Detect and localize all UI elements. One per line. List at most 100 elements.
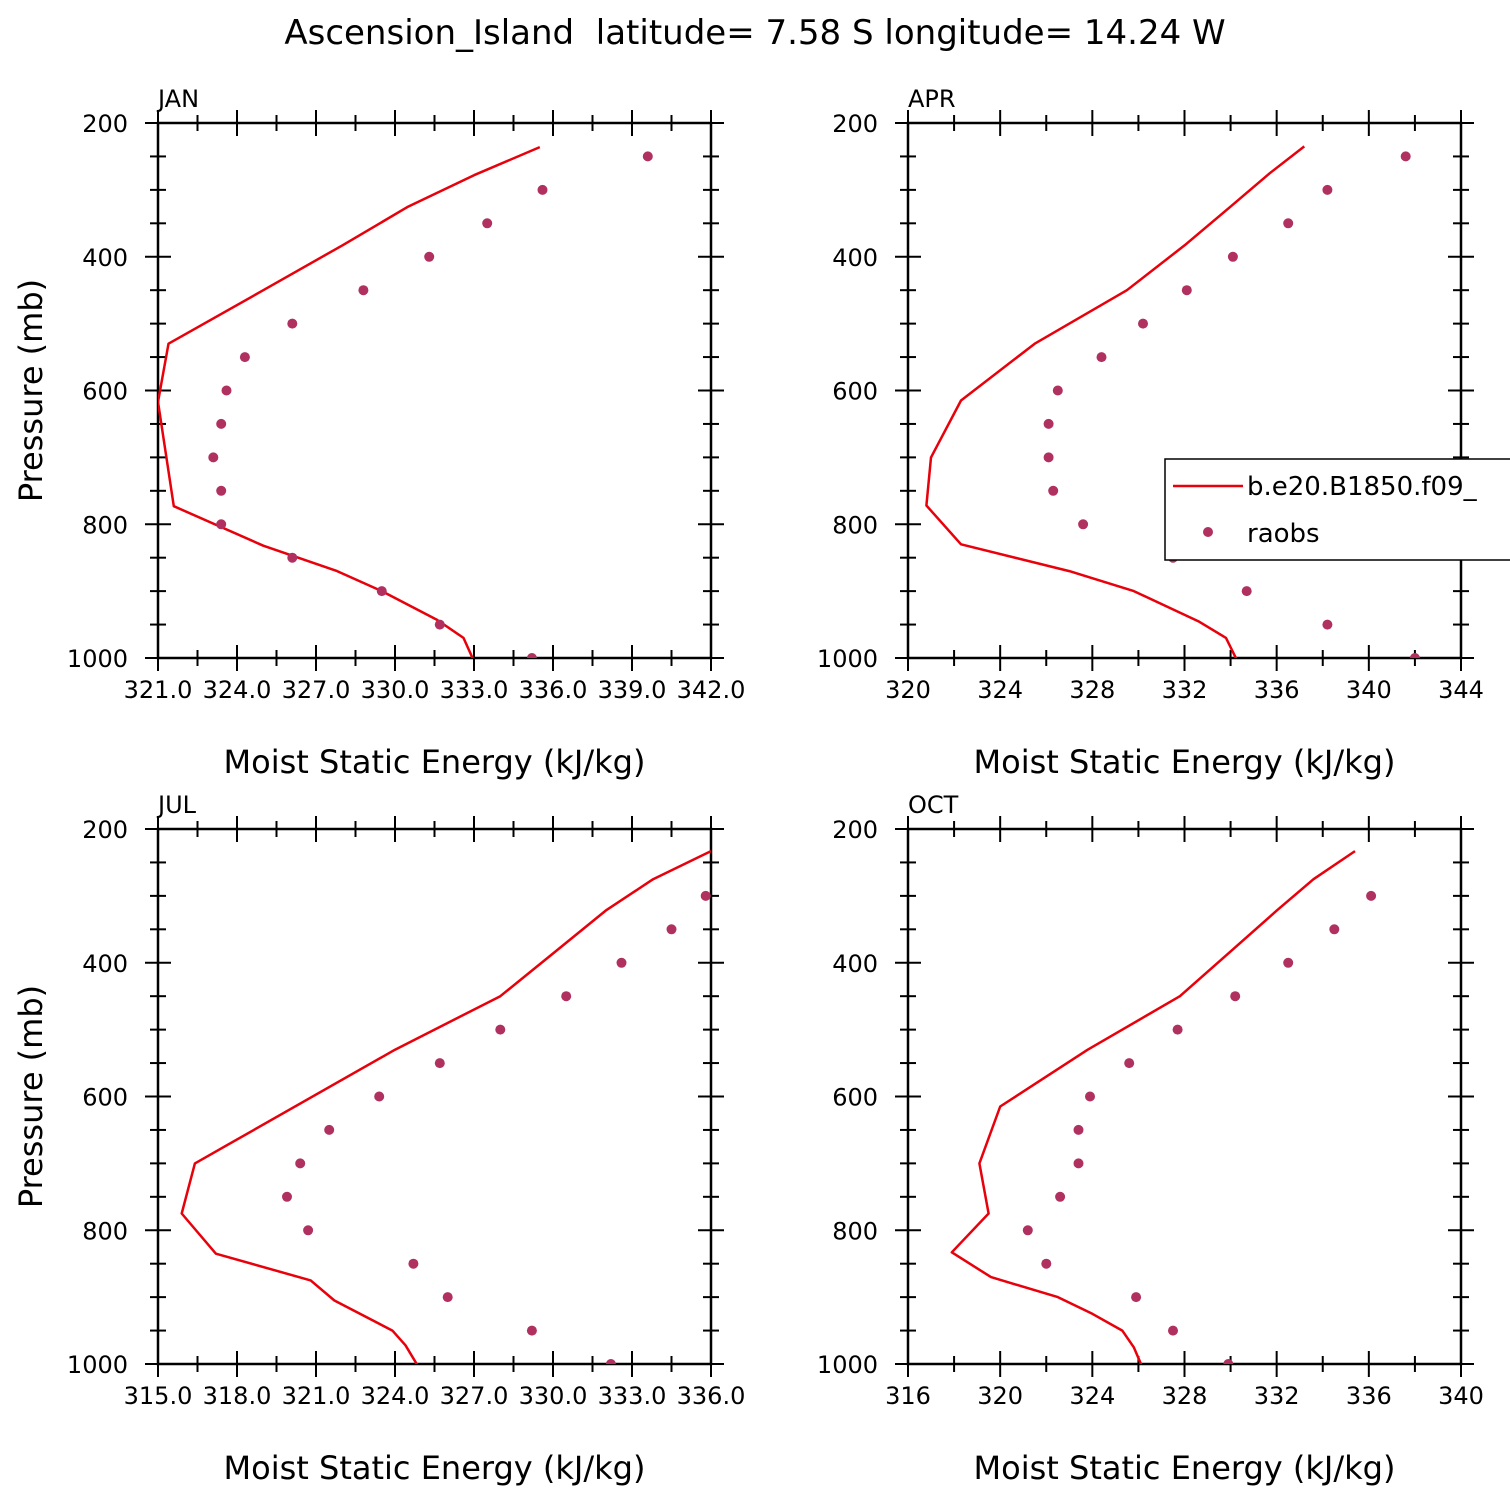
y-tick-label: 200 [82, 110, 128, 138]
y-tick-label: 600 [82, 378, 128, 406]
raobs-point [1041, 1258, 1052, 1269]
raobs-point [700, 890, 711, 901]
raobs-point [239, 352, 250, 363]
model-profile-line [180, 849, 711, 1364]
raobs-point [442, 1292, 453, 1303]
raobs-point [537, 184, 548, 195]
raobs-point [303, 1225, 314, 1236]
raobs-point [616, 957, 627, 968]
raobs-point [1230, 991, 1241, 1002]
raobs-point [1124, 1058, 1135, 1069]
x-tick-label: 344 [1438, 676, 1484, 704]
raobs-point [482, 218, 493, 229]
raobs-point [1073, 1158, 1084, 1169]
raobs-point [1366, 890, 1377, 901]
raobs-point [642, 151, 653, 162]
plot-data [950, 850, 1377, 1364]
x-tick-label: 330.0 [519, 1382, 588, 1410]
raobs-point [1085, 1091, 1095, 1102]
y-tick-label: 600 [832, 378, 878, 406]
raobs-point [1409, 653, 1420, 658]
legend-label-model: b.e20.B1850.f09_ [1247, 472, 1478, 502]
raobs-point [526, 653, 537, 658]
x-tick-label: 342.0 [677, 676, 746, 704]
x-tick-label: 316 [885, 1382, 931, 1410]
y-axis-label: Pressure (mb) [12, 985, 50, 1208]
raobs-point [1168, 1325, 1178, 1336]
x-tick-label: 340 [1346, 676, 1392, 704]
raobs-point [1055, 1191, 1066, 1202]
raobs-point [1322, 619, 1333, 630]
raobs-point [1073, 1124, 1084, 1135]
x-tick-label: 336 [1346, 1382, 1392, 1410]
raobs-point [1096, 352, 1107, 363]
panels: 321.0 324.0 327.0 330.0 333.0 336.0 339.0 342.0… [12, 85, 1484, 1487]
raobs-point [1078, 519, 1089, 530]
raobs-point [561, 991, 572, 1002]
x-tick-label: 320 [885, 676, 931, 704]
x-tick-label: 324.0 [361, 1382, 430, 1410]
x-tick-label: 340 [1438, 1382, 1484, 1410]
raobs-point [358, 285, 369, 296]
panel-jul: 315.0 318.0 321.0 324.0 327.0 330.0 333.0 336.0… [12, 791, 745, 1487]
x-tick-label: 324 [977, 676, 1023, 704]
x-tick-label: 321.0 [282, 1382, 351, 1410]
y-tick-label: 800 [832, 511, 878, 539]
raobs-point [216, 519, 227, 530]
panel-title: APR [908, 85, 956, 113]
x-tick-label: 328 [1069, 676, 1115, 704]
raobs-point [1227, 251, 1238, 262]
raobs-point [1043, 452, 1054, 463]
x-axis-label: Moist Static Energy (kJ/kg) [974, 743, 1396, 781]
raobs-point [1138, 318, 1148, 329]
raobs-point [1131, 1292, 1142, 1303]
raobs-point [221, 385, 232, 396]
raobs-point [666, 924, 677, 935]
legend: b.e20.B1850.f09_raobs [1164, 458, 1510, 561]
y-tick-label: 600 [82, 1084, 128, 1112]
raobs-point [495, 1024, 506, 1035]
x-tick-label: 320 [977, 1382, 1023, 1410]
plot-data [158, 145, 653, 658]
raobs-point [1241, 586, 1252, 597]
y-tick-label: 400 [832, 950, 878, 978]
y-tick-label: 600 [832, 1084, 878, 1112]
raobs-point [1172, 1024, 1183, 1035]
x-tick-label: 339.0 [598, 676, 667, 704]
raobs-point [287, 552, 298, 563]
plot-data [925, 145, 1420, 658]
x-axis-label: Moist Static Energy (kJ/kg) [974, 1449, 1396, 1487]
x-tick-label: 321.0 [124, 676, 193, 704]
raobs-point [216, 418, 227, 429]
raobs-point [434, 1058, 445, 1069]
y-tick-label: 400 [82, 950, 128, 978]
raobs-point [287, 318, 298, 329]
y-tick-label: 400 [832, 244, 878, 272]
y-tick-label: 800 [82, 511, 128, 539]
x-tick-label: 333.0 [598, 1382, 667, 1410]
x-axis-label: Moist Static Energy (kJ/kg) [224, 1449, 646, 1487]
x-tick-label: 324 [1069, 1382, 1115, 1410]
raobs-point [295, 1158, 306, 1169]
raobs-point [1223, 1359, 1234, 1364]
panel-jan: 321.0 324.0 327.0 330.0 333.0 336.0 339.0 342.0… [12, 85, 745, 781]
y-tick-label: 1000 [817, 645, 878, 673]
plot-frame [906, 121, 1463, 660]
model-profile-line [925, 145, 1306, 658]
raobs-point [1283, 957, 1294, 968]
raobs-point [1022, 1225, 1033, 1236]
y-tick-label: 200 [82, 816, 128, 844]
panel-apr: 320 324 328 332 336 340 344 200 400 600 800 1000 APR… [817, 85, 1484, 781]
legend-box [1164, 458, 1510, 561]
x-axis-label: Moist Static Energy (kJ/kg) [224, 743, 646, 781]
raobs-point [324, 1124, 335, 1135]
raobs-point [1048, 485, 1059, 496]
x-tick-label: 315.0 [124, 1382, 193, 1410]
y-tick-label: 800 [82, 1217, 128, 1245]
legend-label-raobs: raobs [1247, 519, 1320, 549]
raobs-point [1052, 385, 1063, 396]
raobs-point [408, 1258, 419, 1269]
x-tick-label: 318.0 [203, 1382, 272, 1410]
raobs-point [374, 1091, 385, 1102]
figure-title: Ascension_Island latitude= 7.58 S longit… [284, 13, 1225, 53]
